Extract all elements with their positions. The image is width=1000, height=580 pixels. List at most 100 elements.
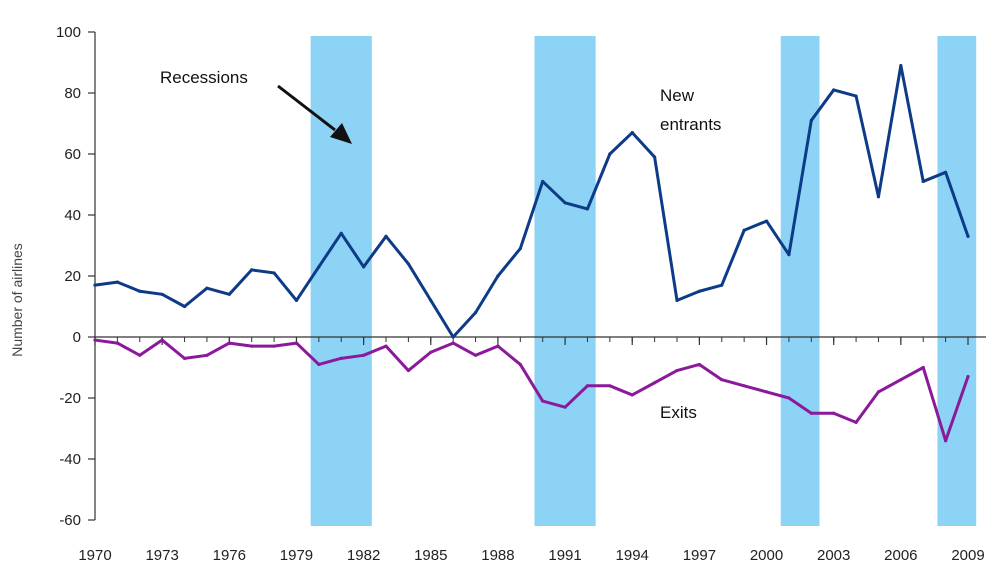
new-entrants-point xyxy=(339,231,343,235)
new-entrants-point xyxy=(518,246,522,251)
new-entrants-point xyxy=(742,228,746,232)
y-tick-label: -20 xyxy=(59,390,81,407)
new-entrants-point xyxy=(653,155,657,159)
new-entrants-point xyxy=(854,94,858,98)
exits-point xyxy=(541,399,545,403)
exits-point xyxy=(362,353,366,357)
new-entrants-point xyxy=(921,179,925,184)
recession-band-3 xyxy=(780,36,820,526)
new-entrants-label-line2: entrants xyxy=(660,115,721,134)
recessions-arrow-head xyxy=(330,123,352,144)
new-entrants-point xyxy=(496,274,500,278)
exits-point xyxy=(250,344,254,348)
new-entrants-point xyxy=(809,118,813,123)
x-tick-label: 1988 xyxy=(481,547,514,564)
exits-point xyxy=(764,390,769,394)
new-entrants-point xyxy=(764,219,769,223)
new-entrants-point xyxy=(250,268,254,272)
new-entrants-point xyxy=(787,253,791,257)
new-entrants-point xyxy=(899,63,903,68)
new-entrants-point xyxy=(115,280,119,284)
new-entrants-point xyxy=(317,265,321,269)
exits-point xyxy=(451,341,455,345)
recessions-annotation-text: Recessions xyxy=(160,68,248,87)
x-tick-label: 1985 xyxy=(414,547,447,564)
exits-point xyxy=(944,439,948,443)
exits-point xyxy=(182,356,187,360)
exits-point xyxy=(720,378,724,382)
exits-point xyxy=(653,381,657,385)
x-tick-label: 1973 xyxy=(145,547,178,564)
exits-point xyxy=(115,341,119,345)
exits-point xyxy=(406,368,410,373)
x-tick-label: 2003 xyxy=(817,547,850,564)
new-entrants-point xyxy=(294,298,299,302)
recessions-annotation: Recessions xyxy=(160,68,352,144)
recession-band-4 xyxy=(937,36,977,526)
y-tick-label: 0 xyxy=(73,329,81,346)
new-entrants-point xyxy=(451,335,455,339)
series-lines xyxy=(93,63,970,443)
x-tick-label: 2006 xyxy=(884,547,917,564)
exits-point xyxy=(742,384,746,388)
new-entrants-point xyxy=(675,298,679,302)
exits-point xyxy=(227,341,231,345)
x-tick-label: 1997 xyxy=(683,547,716,564)
exits-point xyxy=(518,362,522,367)
new-entrants-point xyxy=(876,195,881,199)
new-entrants-point xyxy=(608,152,612,156)
exits-point xyxy=(473,353,478,357)
y-axis-label: Number of airlines xyxy=(9,243,25,357)
new-entrants-point xyxy=(429,298,433,302)
exits-point xyxy=(205,353,209,357)
x-tick-label: 1991 xyxy=(548,547,581,564)
exits-point xyxy=(138,353,142,357)
exits-point xyxy=(429,350,433,354)
exits-line xyxy=(93,338,970,443)
x-tick-label: 2000 xyxy=(750,547,783,564)
recessions-arrow-shaft xyxy=(277,84,336,132)
new-entrants-point xyxy=(832,88,836,92)
y-tick-label: 100 xyxy=(56,24,81,41)
exits-point xyxy=(496,344,500,348)
new-entrants-point xyxy=(406,262,410,266)
recession-band-1 xyxy=(310,36,372,526)
y-tick-label: 20 xyxy=(64,268,81,285)
exits-point xyxy=(876,390,881,394)
axes: 100 80 60 40 20 0 -20 -40 -60 1970 1973 1976 1979 198… xyxy=(56,24,986,564)
exits-point xyxy=(294,341,299,345)
new-entrants-point xyxy=(272,271,276,275)
x-tick-label: 1994 xyxy=(616,547,649,564)
y-tick-label: 60 xyxy=(64,146,81,163)
exits-point xyxy=(272,344,276,348)
new-entrants-point xyxy=(630,131,634,135)
exits-point xyxy=(585,384,590,388)
new-entrants-point xyxy=(541,179,545,184)
new-entrants-point xyxy=(720,283,724,287)
exits-point xyxy=(697,362,701,367)
exits-point xyxy=(675,368,679,373)
exits-point xyxy=(317,362,321,367)
recession-bands xyxy=(310,36,977,526)
y-tick-label: 40 xyxy=(64,207,81,224)
x-tick-label: 1976 xyxy=(213,547,246,564)
exits-point xyxy=(339,356,343,360)
x-tick-label: 1970 xyxy=(78,547,111,564)
new-entrants-label-line1: New xyxy=(660,86,695,105)
exits-point xyxy=(787,396,791,400)
new-entrants-point xyxy=(362,265,366,269)
exits-point xyxy=(921,365,925,370)
exits-label: Exits xyxy=(660,403,697,422)
exits-point xyxy=(160,338,164,342)
new-entrants-point xyxy=(138,289,142,293)
new-entrants-point xyxy=(205,286,209,290)
new-entrants-point xyxy=(182,304,187,309)
new-entrants-line xyxy=(93,64,970,339)
new-entrants-point xyxy=(966,234,970,238)
x-tick-label: 2009 xyxy=(951,547,984,564)
new-entrants-point xyxy=(384,234,388,238)
x-tick-label: 1982 xyxy=(347,547,380,564)
new-entrants-point xyxy=(585,207,590,211)
exits-point xyxy=(608,384,612,388)
